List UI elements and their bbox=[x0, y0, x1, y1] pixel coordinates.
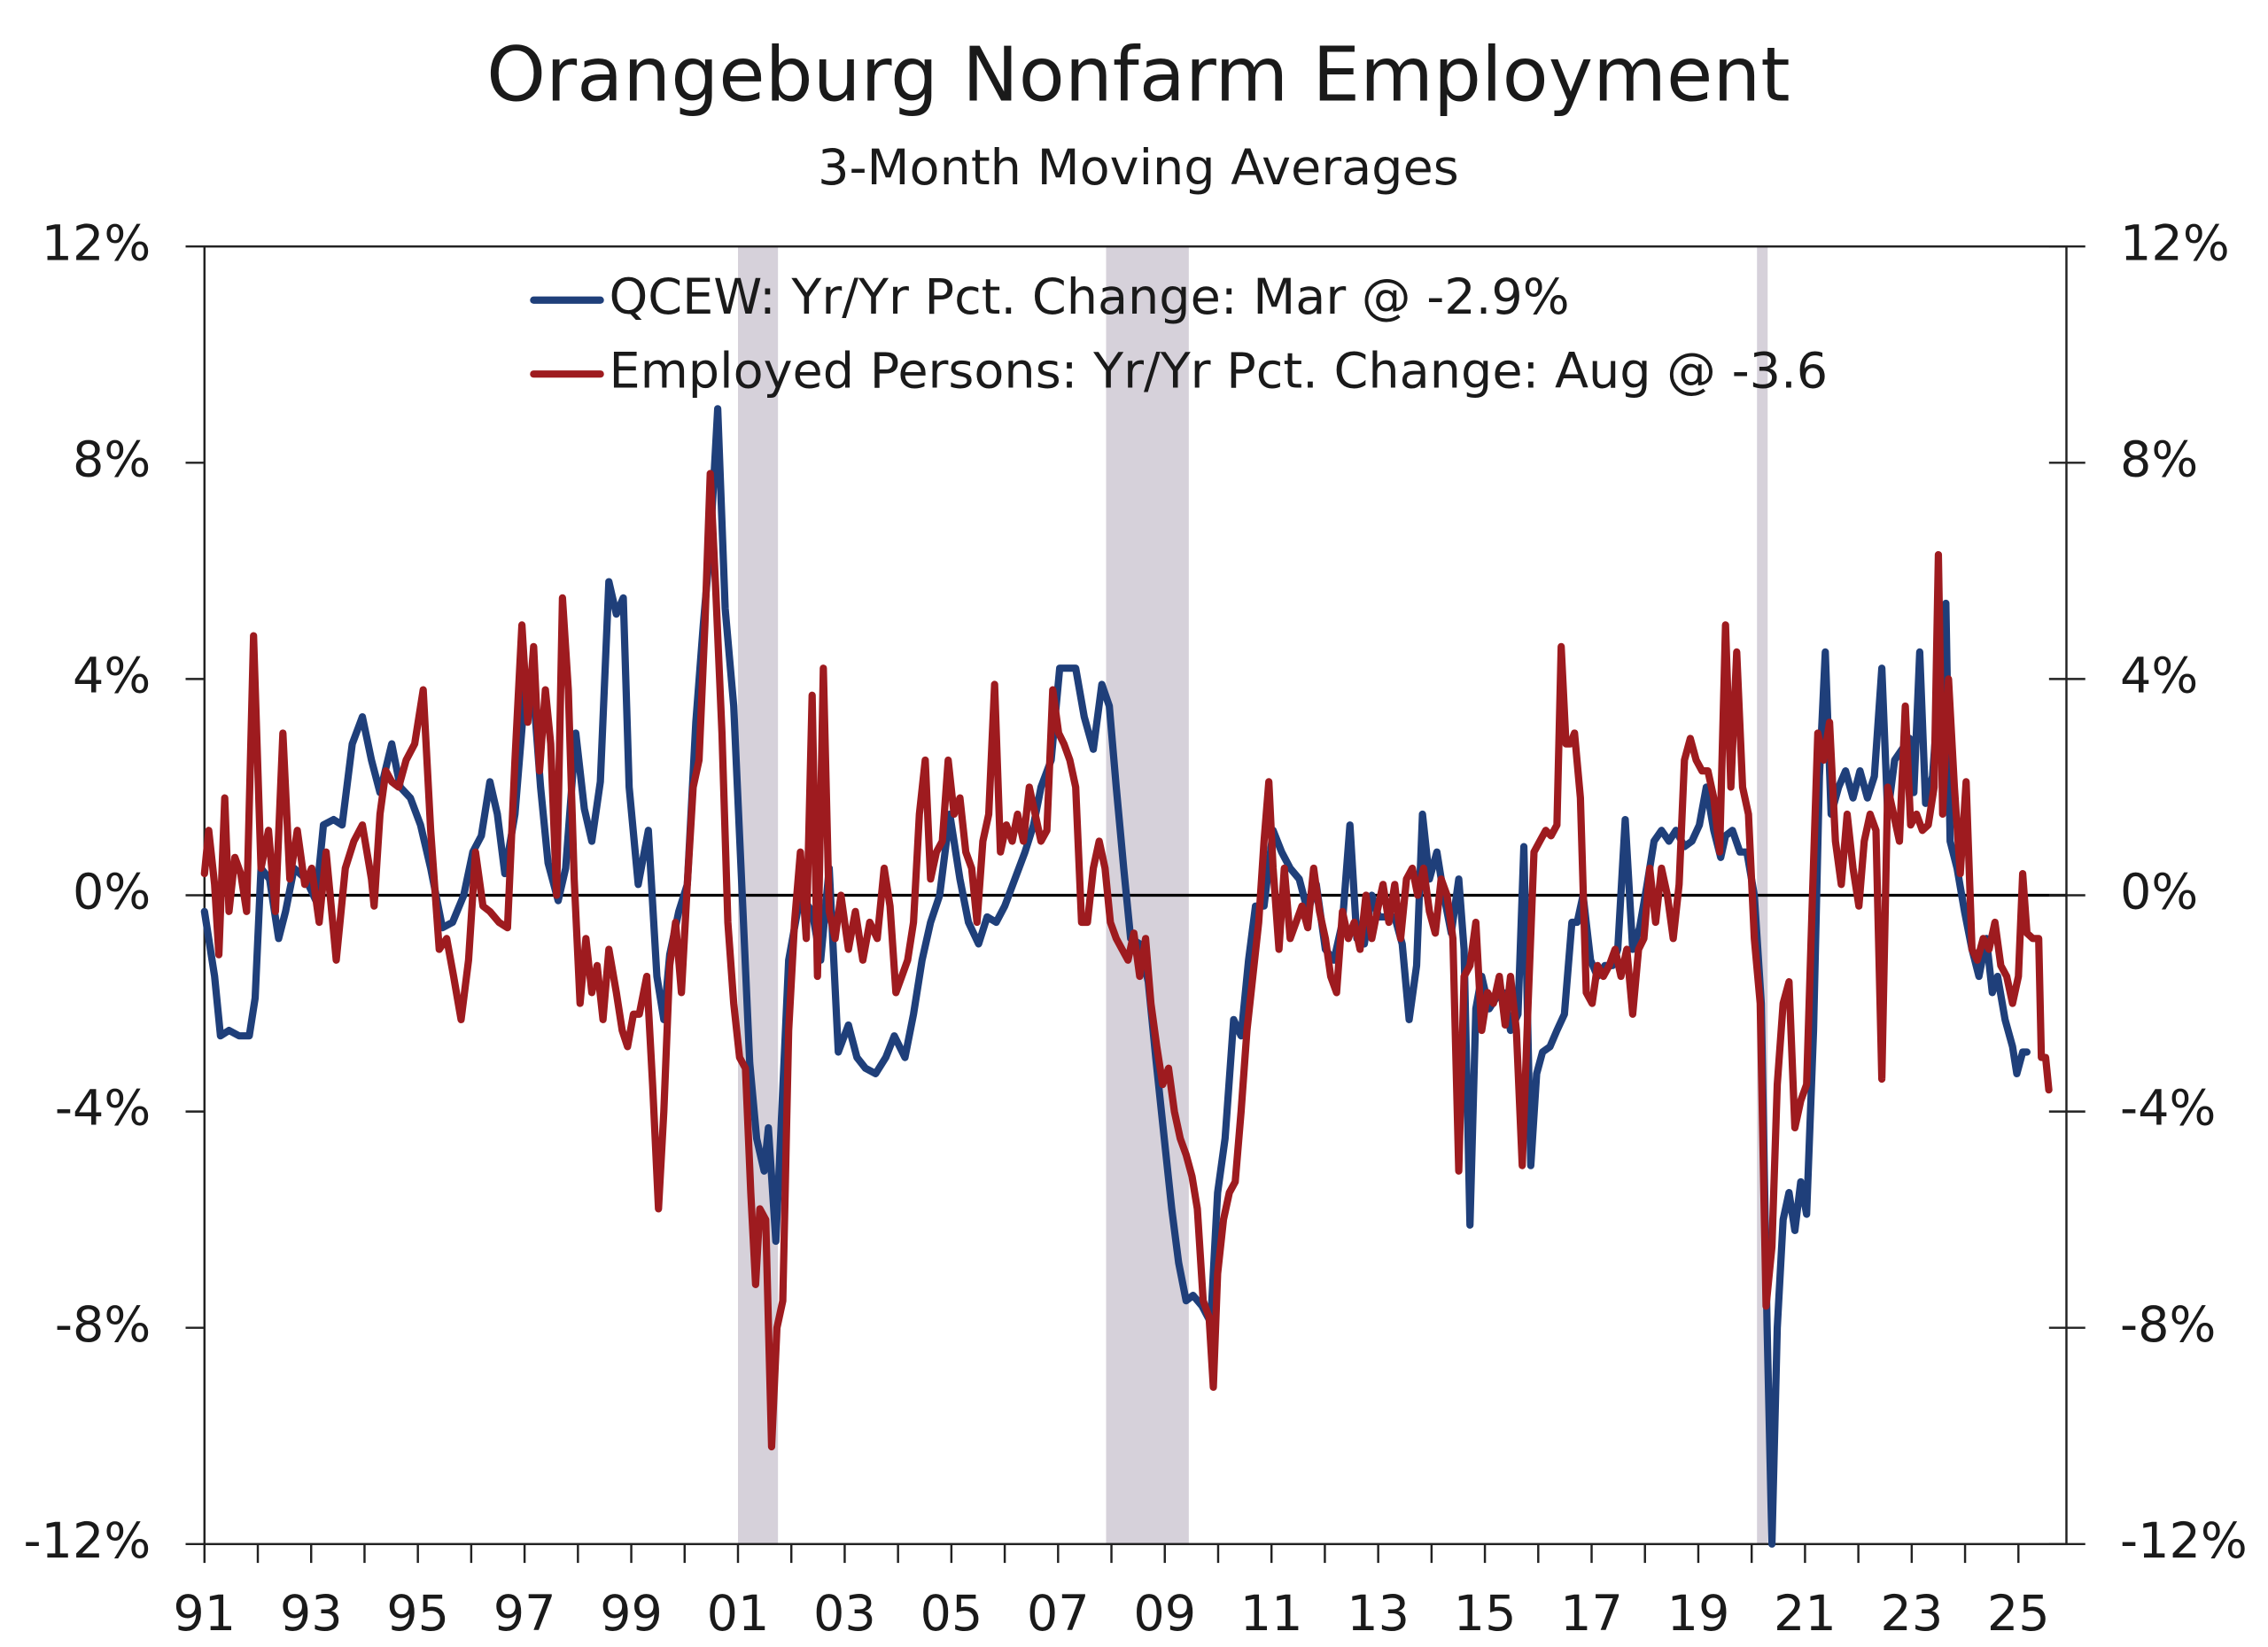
x-tick-label: 07 bbox=[1027, 1585, 1090, 1643]
x-tick-label: 11 bbox=[1240, 1585, 1303, 1643]
legend-label: QCEW: Yr/Yr Pct. Change: Mar @ -2.9% bbox=[609, 268, 1569, 326]
x-tick-label: 01 bbox=[707, 1585, 770, 1643]
x-tick-label: 23 bbox=[1880, 1585, 1943, 1643]
y-tick-label: 12% bbox=[42, 214, 151, 272]
y2-tick-label: 12% bbox=[2120, 214, 2230, 272]
y-tick-label: -12% bbox=[23, 1512, 151, 1570]
legend-label: Employed Persons: Yr/Yr Pct. Change: Aug… bbox=[609, 342, 1828, 400]
y2-tick-label: 8% bbox=[2120, 431, 2198, 488]
x-tick-label: 95 bbox=[386, 1585, 449, 1643]
y-tick-label: 4% bbox=[73, 648, 151, 705]
x-tick-label: 91 bbox=[173, 1585, 236, 1643]
y2-tick-label: -4% bbox=[2120, 1080, 2216, 1138]
y-tick-label: -8% bbox=[55, 1296, 151, 1354]
y2-tick-label: -12% bbox=[2120, 1512, 2248, 1570]
x-tick-label: 05 bbox=[920, 1585, 983, 1643]
y2-tick-label: -8% bbox=[2120, 1296, 2216, 1354]
x-tick-label: 93 bbox=[280, 1585, 343, 1643]
x-tick-label: 03 bbox=[813, 1585, 876, 1643]
y2-tick-label: 0% bbox=[2120, 864, 2198, 921]
series-line bbox=[200, 470, 2053, 1451]
y-tick-label: -4% bbox=[55, 1080, 151, 1138]
series-layer bbox=[200, 405, 2053, 1548]
x-tick-label: 17 bbox=[1560, 1585, 1623, 1643]
chart-title: Orangeburg Nonfarm Employment bbox=[486, 31, 1790, 119]
x-tick-label: 09 bbox=[1133, 1585, 1196, 1643]
chart-subtitle: 3-Month Moving Averages bbox=[818, 139, 1459, 197]
x-tick-label: 19 bbox=[1667, 1585, 1730, 1643]
x-tick-label: 25 bbox=[1987, 1585, 2050, 1643]
x-tick-label: 13 bbox=[1347, 1585, 1410, 1643]
x-tick-label: 97 bbox=[493, 1585, 556, 1643]
axes-layer: 12% 8% 4% 0% -4% -8% -12% 12% 8% 4% 0% -4% -8% -12% 91… bbox=[23, 214, 2247, 1642]
legend: QCEW: Yr/Yr Pct. Change: Mar @ -2.9% Empl… bbox=[530, 268, 1828, 400]
y-tick-label: 8% bbox=[73, 431, 151, 488]
x-tick-label: 15 bbox=[1454, 1585, 1517, 1643]
y2-tick-label: 4% bbox=[2120, 648, 2198, 705]
x-tick-label: 21 bbox=[1774, 1585, 1837, 1643]
y-tick-label: 0% bbox=[73, 864, 151, 921]
series-line bbox=[200, 405, 2031, 1548]
x-tick-label: 99 bbox=[600, 1585, 663, 1643]
